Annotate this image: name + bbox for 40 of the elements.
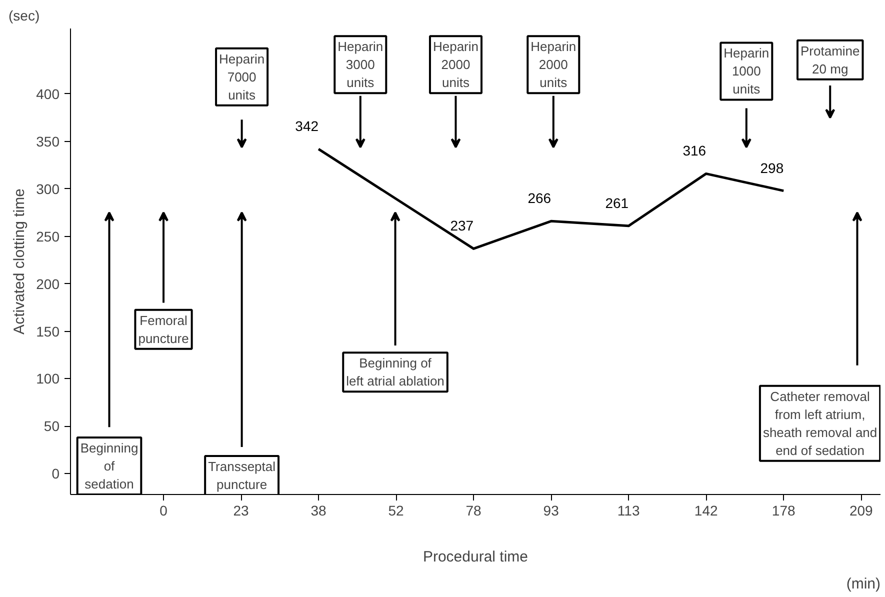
y-tick-label: 200 <box>36 276 60 292</box>
x-tick-label: 113 <box>617 502 640 518</box>
x-tick-label: 78 <box>466 502 482 518</box>
data-label: 266 <box>528 190 552 206</box>
annotation: Heparin 1000 units <box>724 46 770 97</box>
x-tick-label: 178 <box>772 502 796 518</box>
y-tick-label: 400 <box>36 86 60 102</box>
text: (sec) <box>8 8 40 24</box>
text: (min) <box>846 576 881 592</box>
data-label: 316 <box>682 142 706 159</box>
annotation: Protamine 20 mg <box>800 43 860 76</box>
annotation: Heparin 3000 units <box>338 39 384 90</box>
data-label: 298 <box>760 160 784 176</box>
x-axis-title: Procedural time <box>422 548 528 566</box>
x-tick-label: 23 <box>233 502 250 518</box>
x-tick-label: 142 <box>694 502 718 518</box>
y-tick-label: 0 <box>52 466 60 482</box>
x-tick-label: 0 <box>160 502 168 518</box>
x-tick-label: 93 <box>543 502 560 518</box>
data-label: 342 <box>295 118 319 134</box>
annotation: Heparin 2000 units <box>432 39 479 90</box>
annotation: Beginning of left atrial ablation <box>346 356 444 389</box>
y-tick-label: 350 <box>36 133 60 150</box>
y-tick-label: 300 <box>36 180 60 197</box>
data-label: 261 <box>605 194 629 211</box>
y-tick-label: 250 <box>36 228 60 244</box>
annotation: Femoral puncture <box>138 312 189 346</box>
annotation: Heparin 2000 units <box>530 39 576 90</box>
x-tick-label: 209 <box>849 502 874 518</box>
y-tick-label: 100 <box>36 370 60 387</box>
annotation: Heparin 7000 units <box>219 51 265 102</box>
annotation: Beginning of sedation <box>80 440 138 492</box>
data-label: 237 <box>450 218 474 234</box>
y-tick-label: 150 <box>36 323 60 340</box>
x-tick-label: 52 <box>388 502 404 518</box>
annotation: Catheter removal from left atrium, sheath removal and end of sedation <box>762 388 878 458</box>
y-axis-title: Activated clotting time <box>11 188 28 334</box>
y-tick-label: 50 <box>44 418 60 434</box>
annotation: Transseptal puncture <box>208 459 276 492</box>
x-tick-label: 38 <box>310 502 327 518</box>
